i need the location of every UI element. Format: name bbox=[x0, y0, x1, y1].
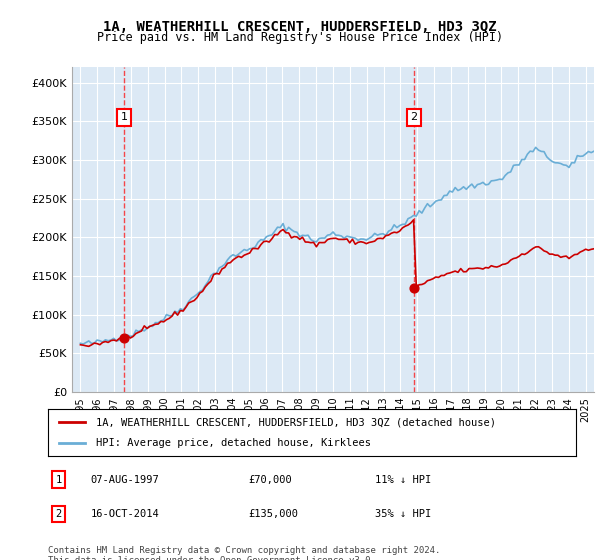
Text: 1: 1 bbox=[121, 113, 127, 123]
Text: Contains HM Land Registry data © Crown copyright and database right 2024.
This d: Contains HM Land Registry data © Crown c… bbox=[48, 546, 440, 560]
Point bbox=[119, 333, 129, 342]
Text: £135,000: £135,000 bbox=[248, 509, 299, 519]
Text: 1A, WEATHERHILL CRESCENT, HUDDERSFIELD, HD3 3QZ: 1A, WEATHERHILL CRESCENT, HUDDERSFIELD, … bbox=[103, 20, 497, 34]
Text: HPI: Average price, detached house, Kirklees: HPI: Average price, detached house, Kirk… bbox=[95, 438, 371, 448]
Text: 2: 2 bbox=[55, 509, 62, 519]
Text: 07-AUG-1997: 07-AUG-1997 bbox=[90, 474, 159, 484]
Text: 35% ↓ HPI: 35% ↓ HPI bbox=[376, 509, 431, 519]
Point bbox=[409, 283, 418, 292]
Text: 11% ↓ HPI: 11% ↓ HPI bbox=[376, 474, 431, 484]
Text: 1: 1 bbox=[55, 474, 62, 484]
Text: £70,000: £70,000 bbox=[248, 474, 292, 484]
Text: 2: 2 bbox=[410, 113, 417, 123]
Text: Price paid vs. HM Land Registry's House Price Index (HPI): Price paid vs. HM Land Registry's House … bbox=[97, 31, 503, 44]
Text: 16-OCT-2014: 16-OCT-2014 bbox=[90, 509, 159, 519]
Text: 1A, WEATHERHILL CRESCENT, HUDDERSFIELD, HD3 3QZ (detached house): 1A, WEATHERHILL CRESCENT, HUDDERSFIELD, … bbox=[95, 417, 496, 427]
